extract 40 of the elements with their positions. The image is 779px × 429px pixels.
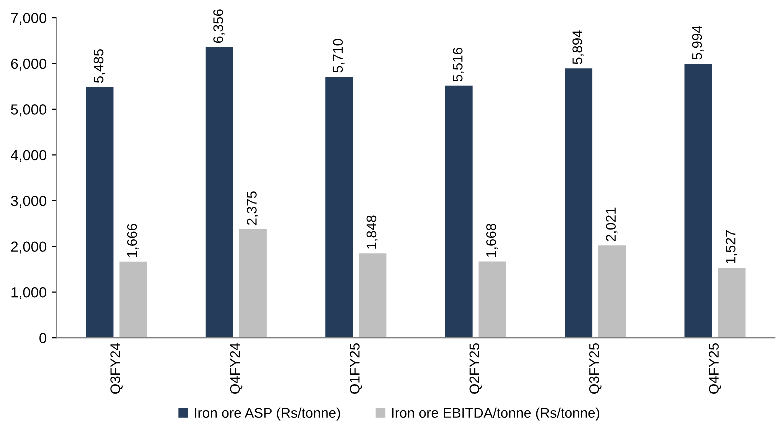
x-tick-label: Q3FY25 [589, 343, 602, 394]
bar [86, 87, 114, 338]
data-label: 2,375 [247, 192, 259, 226]
x-tick-label: Q1FY25 [350, 343, 362, 394]
bar [718, 268, 746, 338]
x-tick-label: Q4FY25 [709, 343, 722, 394]
legend-label: Iron ore ASP (Rs/tonne) [195, 408, 340, 421]
bar [684, 64, 712, 338]
y-tick-label: 6,000 [11, 58, 47, 71]
data-label: 5,710 [333, 39, 345, 73]
bar [598, 246, 626, 338]
data-label: 5,994 [692, 26, 704, 60]
bar [326, 76, 354, 338]
y-tick-label: 2,000 [11, 242, 47, 254]
x-tick-label: Q2FY25 [470, 343, 482, 394]
data-label: 2,021 [606, 208, 618, 242]
x-tick-label: Q3FY24 [110, 343, 123, 394]
data-label: 1,848 [366, 216, 378, 249]
y-tick-label: 3,000 [11, 196, 47, 208]
y-tick-label: 7,000 [11, 13, 47, 26]
y-tick-label: 4,000 [10, 150, 47, 162]
data-label: 6,356 [214, 10, 226, 44]
data-label: 5,894 [572, 30, 584, 64]
y-tick-label: 0 [40, 333, 47, 344]
bar [359, 254, 387, 338]
bar [239, 229, 267, 338]
x-tick-label: Q4FY24 [230, 343, 243, 394]
bar [445, 86, 473, 338]
y-tick-label: 5,000 [11, 104, 47, 117]
data-label: 1,668 [486, 224, 498, 258]
bar [565, 68, 593, 338]
data-label: 1,666 [127, 224, 139, 258]
bar [478, 262, 506, 338]
y-tick-label: 1,000 [12, 287, 47, 300]
data-label: 1,527 [726, 230, 738, 264]
legend-label: Iron ore EBITDA/tonne (Rs/tonne) [392, 408, 600, 421]
data-label: 5,516 [452, 48, 464, 82]
data-label: 5,485 [94, 49, 106, 84]
bar [120, 262, 148, 338]
bar [206, 47, 234, 338]
